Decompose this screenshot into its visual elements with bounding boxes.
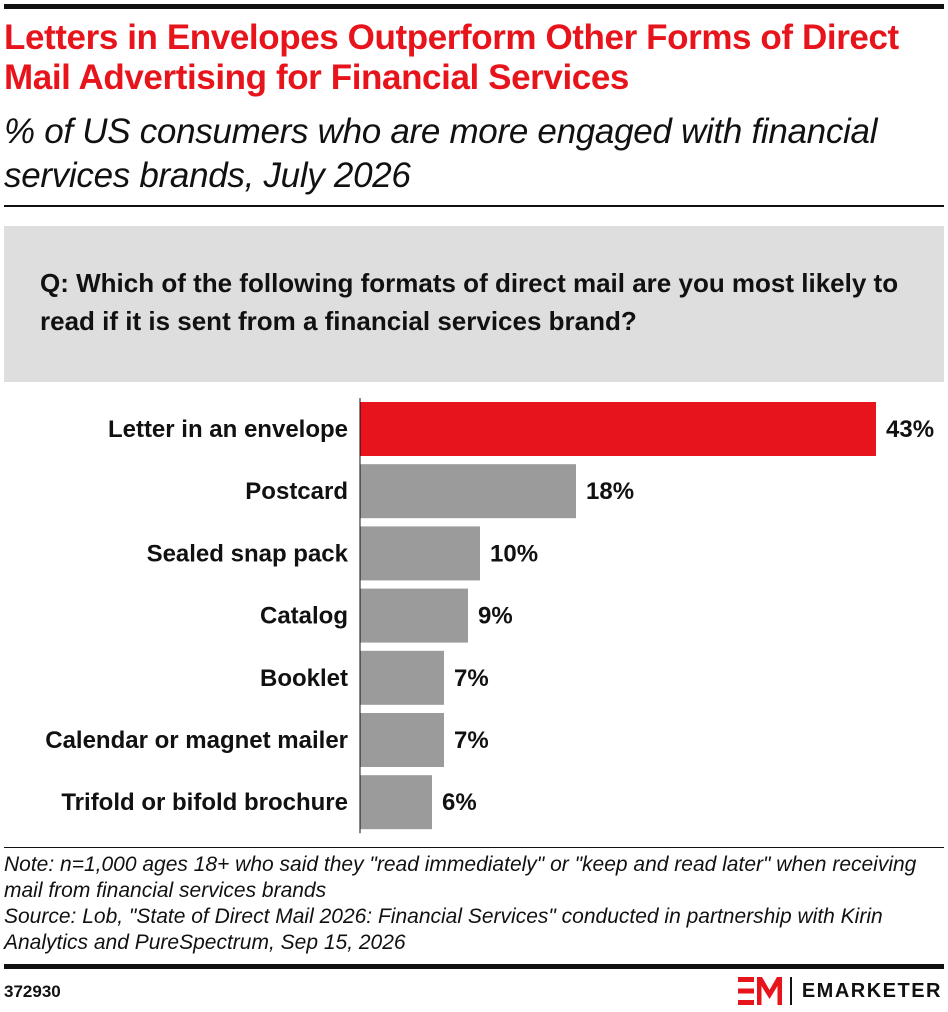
chart-title: Letters in Envelopes Outperform Other Fo… [4, 18, 899, 97]
value-label: 43% [886, 416, 934, 443]
value-label: 9% [478, 603, 513, 630]
bar [360, 402, 876, 456]
brand-separator [789, 977, 792, 1005]
brand-logo: EMARKETER [737, 975, 942, 1007]
value-label: 6% [442, 789, 477, 816]
category-label: Calendar or magnet mailer [45, 727, 348, 754]
brand-name: EMARKETER [801, 979, 942, 1002]
category-label: Catalog [260, 603, 348, 630]
chart-notes: Note: n=1,000 ages 18+ who said they "re… [4, 852, 940, 956]
bar [360, 650, 444, 705]
category-label: Sealed snap pack [147, 540, 349, 567]
bar [360, 526, 480, 581]
bar-chart: Letter in an envelope 43% Postcard 18% Seale… [45, 398, 934, 834]
bar [360, 713, 444, 767]
question-box: Q: Which of the following formats of dir… [4, 226, 944, 382]
value-label: 18% [586, 478, 634, 505]
bar [360, 775, 432, 830]
bar [360, 464, 576, 519]
chart-id: 372930 [4, 982, 61, 1001]
value-label: 7% [454, 727, 489, 754]
value-label: 7% [454, 665, 489, 692]
value-label: 10% [490, 540, 538, 567]
top-rule [4, 4, 944, 9]
category-label: Trifold or bifold brochure [61, 789, 348, 816]
bar [360, 588, 468, 643]
title-rule [4, 205, 944, 207]
bottom-rule [4, 964, 944, 969]
em-logo-icon [737, 977, 782, 1005]
source-text: Source: Lob, "State of Direct Mail 2026:… [4, 905, 883, 954]
chart-subtitle: % of US consumers who are more engaged w… [4, 112, 878, 195]
note-text: Note: n=1,000 ages 18+ who said they "re… [4, 853, 917, 902]
category-label: Postcard [245, 478, 348, 505]
category-label: Letter in an envelope [108, 416, 348, 443]
note-rule [4, 847, 944, 848]
category-label: Booklet [260, 665, 348, 692]
survey-question: Q: Which of the following formats of dir… [40, 268, 899, 336]
